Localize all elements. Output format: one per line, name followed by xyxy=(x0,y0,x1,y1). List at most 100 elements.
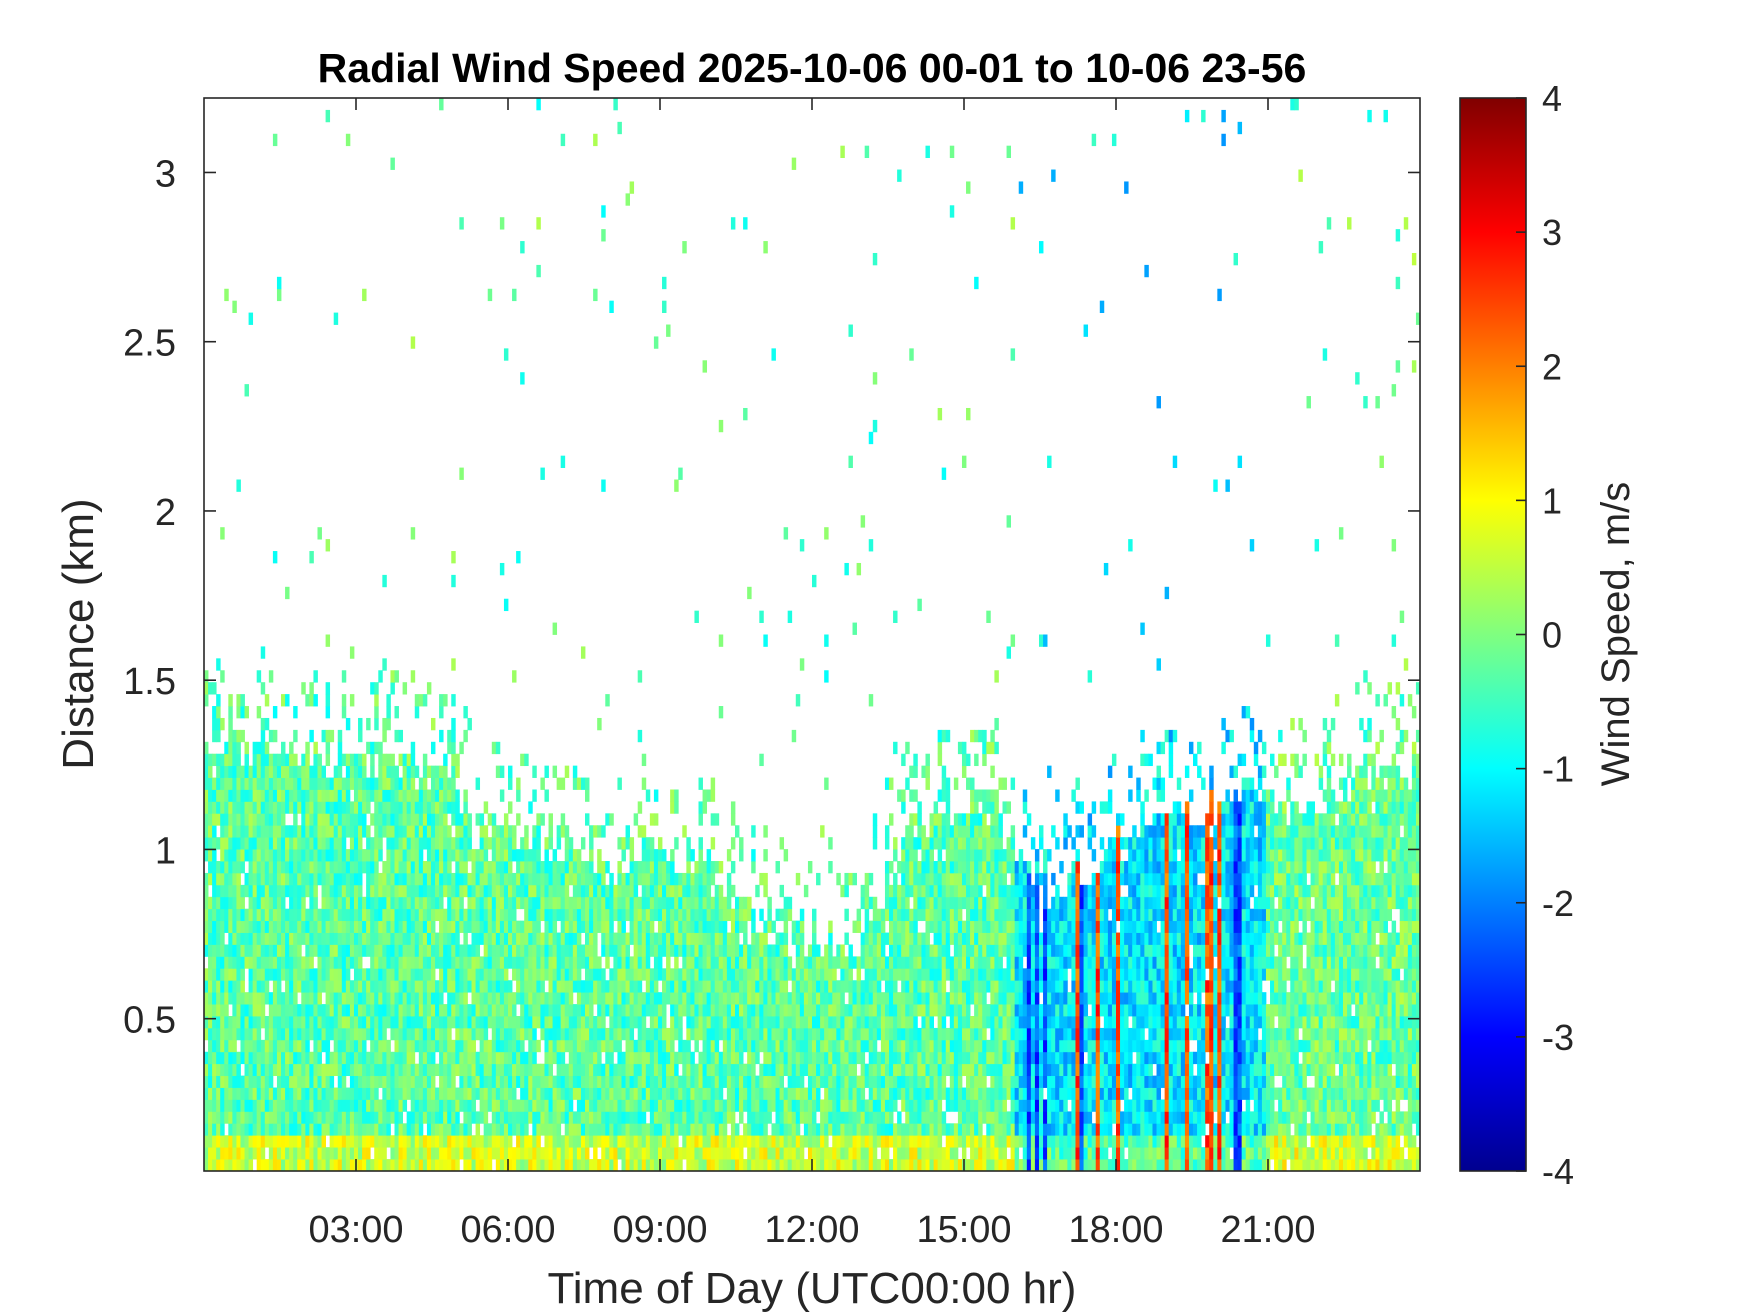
heatmap-cell xyxy=(633,956,639,969)
heatmap-cell xyxy=(597,896,602,910)
heatmap-cell xyxy=(739,1027,744,1041)
heatmap-cell xyxy=(260,932,266,945)
heatmap-cell xyxy=(820,1135,825,1148)
heatmap-cell xyxy=(236,1075,241,1088)
heatmap-cell xyxy=(430,944,436,957)
heatmap-cell xyxy=(759,1123,764,1136)
heatmap-cell xyxy=(674,980,679,993)
heatmap-cell xyxy=(370,1099,375,1112)
heatmap-cell xyxy=(682,908,687,922)
heatmap-cell xyxy=(487,944,493,957)
heatmap-cell xyxy=(439,98,444,111)
heatmap-cell xyxy=(220,825,225,838)
heatmap-cell xyxy=(512,1123,517,1136)
heatmap-cell xyxy=(880,1016,886,1029)
heatmap-cell xyxy=(459,908,464,922)
heatmap-cell xyxy=(544,1016,549,1029)
heatmap-cell xyxy=(520,872,525,886)
heatmap-cell xyxy=(759,956,764,969)
heatmap-cell xyxy=(730,837,736,850)
heatmap-cell xyxy=(585,789,590,802)
heatmap-cell xyxy=(406,1051,412,1065)
heatmap-cell xyxy=(268,849,274,862)
heatmap-cell xyxy=(508,1027,513,1041)
heatmap-cell xyxy=(880,944,886,957)
heatmap-cell xyxy=(503,1135,509,1148)
heatmap-cell xyxy=(435,1004,440,1017)
heatmap-cell xyxy=(726,884,732,898)
heatmap-cell xyxy=(678,992,683,1005)
heatmap-cell xyxy=(264,1087,270,1100)
heatmap-cell xyxy=(224,1111,229,1124)
heatmap-cell xyxy=(232,1004,237,1017)
heatmap-cell xyxy=(799,908,805,922)
heatmap-cell xyxy=(824,670,829,683)
heatmap-cell xyxy=(589,1099,594,1112)
heatmap-cell xyxy=(406,1063,412,1077)
heatmap-cell xyxy=(366,1147,371,1160)
heatmap-cell xyxy=(508,861,513,874)
heatmap-cell xyxy=(625,1039,630,1053)
heatmap-cell xyxy=(491,980,497,993)
heatmap-cell xyxy=(564,765,570,778)
heatmap-cell xyxy=(447,968,452,981)
heatmap-cell xyxy=(751,1159,756,1171)
heatmap-cell xyxy=(325,825,331,838)
heatmap-cell xyxy=(512,956,517,969)
heatmap-cell xyxy=(730,980,736,993)
heatmap-cell xyxy=(297,825,302,838)
heatmap-cell xyxy=(244,753,249,767)
heatmap-cell xyxy=(240,932,245,945)
heatmap-cell xyxy=(475,908,481,922)
heatmap-cell xyxy=(483,849,489,862)
heatmap-cell xyxy=(730,968,736,981)
heatmap-cell xyxy=(386,884,391,898)
heatmap-cell xyxy=(276,765,282,778)
heatmap-cell xyxy=(422,753,428,767)
heatmap-cell xyxy=(289,1075,294,1088)
heatmap-cell xyxy=(447,801,452,814)
heatmap-cell xyxy=(799,968,805,981)
heatmap-cell xyxy=(803,956,809,969)
heatmap-cell xyxy=(435,1087,440,1100)
heatmap-cell xyxy=(763,1063,768,1077)
heatmap-cell xyxy=(536,956,541,969)
heatmap-cell xyxy=(439,825,444,838)
heatmap-cell xyxy=(362,753,367,767)
heatmap-cell xyxy=(657,1147,663,1160)
heatmap-cell xyxy=(232,300,237,313)
heatmap-cell xyxy=(556,1135,562,1148)
heatmap-cell xyxy=(609,1075,614,1088)
heatmap-cell xyxy=(763,1075,768,1088)
heatmap-cell xyxy=(641,1135,647,1148)
heatmap-cell xyxy=(467,1027,472,1041)
heatmap-cell xyxy=(767,1027,772,1041)
heatmap-cell xyxy=(410,1147,416,1160)
heatmap-cell xyxy=(734,1135,740,1148)
heatmap-cell xyxy=(398,1159,404,1171)
heatmap-cell xyxy=(244,825,249,838)
heatmap-cell xyxy=(467,956,472,969)
heatmap-cell xyxy=(451,658,456,671)
heatmap-cell xyxy=(475,1004,481,1017)
heatmap-cell xyxy=(285,1039,290,1053)
heatmap-cell xyxy=(585,1099,590,1112)
heatmap-cell xyxy=(256,777,262,790)
heatmap-cell xyxy=(483,1004,489,1017)
heatmap-cell xyxy=(560,932,566,945)
heatmap-cell xyxy=(597,884,602,898)
heatmap-cell xyxy=(637,932,643,945)
heatmap-cell xyxy=(467,908,472,922)
heatmap-cell xyxy=(439,1111,444,1124)
heatmap-cell xyxy=(260,980,266,993)
heatmap-cell xyxy=(390,682,395,695)
heatmap-cell xyxy=(803,1087,809,1100)
heatmap-cell xyxy=(690,932,695,945)
heatmap-cell xyxy=(884,1004,890,1017)
heatmap-cell xyxy=(625,1087,630,1100)
heatmap-cell xyxy=(629,1039,635,1053)
heatmap-cell xyxy=(820,992,825,1005)
heatmap-cell xyxy=(281,932,286,945)
heatmap-cell xyxy=(682,968,687,981)
heatmap-cell xyxy=(305,1099,310,1112)
